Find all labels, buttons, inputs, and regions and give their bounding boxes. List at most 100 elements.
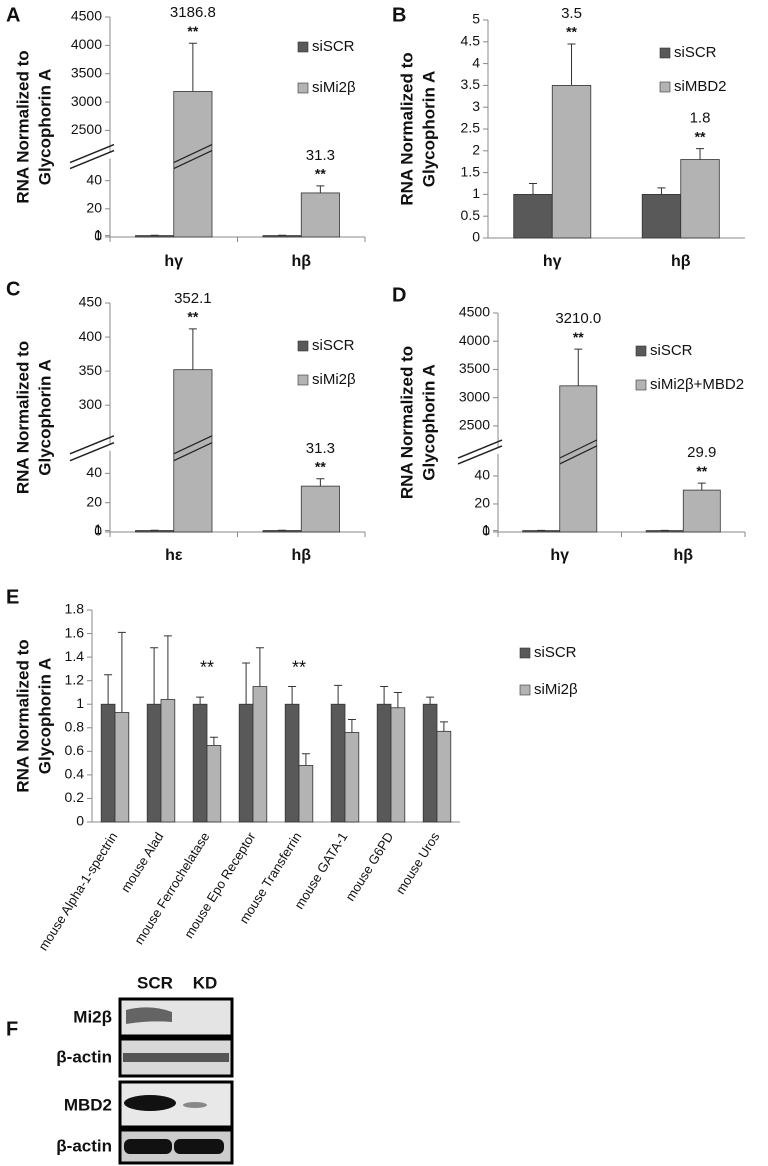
error-bar (288, 686, 297, 705)
legend-swatch (635, 379, 647, 391)
panel-label: E (6, 586, 19, 608)
bar (513, 193, 553, 239)
y-tick-label: 20 (86, 200, 102, 216)
bar (330, 703, 346, 823)
legend-swatch (519, 647, 531, 659)
legend-swatch (297, 374, 309, 386)
western-blot: F SCR KD Mi2β β-actin MBD2 β-actin (6, 973, 234, 1165)
legend-label: siMi2β (312, 79, 356, 96)
y-axis-label: RNA Normalized to (13, 50, 32, 203)
blot-band (183, 1102, 207, 1108)
y-tick-label: 20 (474, 495, 490, 511)
y-tick-label: 4000 (459, 332, 490, 348)
y-tick-label: 40 (86, 171, 102, 187)
error-bar (104, 674, 113, 705)
legend-swatch (297, 82, 309, 94)
legend-label: siSCR (312, 337, 355, 354)
y-tick-label: 0.6 (65, 742, 85, 758)
axis-break (69, 435, 115, 462)
y-tick-label: 40 (86, 464, 102, 480)
y-tick-label: 0.4 (65, 766, 85, 782)
value-label: 29.9 (687, 444, 716, 461)
y-tick-label: 3.5 (461, 76, 481, 92)
x-tick-label: hβ (671, 253, 691, 270)
y-tick-label: 1 (76, 695, 84, 711)
chart-panel: B RNA Normalized to Glycophorin A 0 0.5 1 1.5 2… (392, 4, 745, 270)
legend-swatch (659, 81, 671, 93)
error-bar (528, 183, 537, 195)
x-tick-label: hγ (543, 253, 562, 270)
error-bar (163, 635, 172, 700)
error-bar (657, 187, 666, 195)
y-tick-label: 1.8 (65, 601, 85, 617)
y-tick-label: 2.5 (461, 120, 481, 136)
significance: ** (200, 658, 214, 678)
bar (641, 193, 682, 239)
y-axis-label: RNA Normalized to (397, 52, 416, 205)
error-bar (334, 684, 343, 705)
y-tick-label: 400 (79, 328, 103, 344)
blot-band (124, 1095, 176, 1111)
lane-label: SCR (137, 973, 173, 992)
chart-panel: A RNA Normalized to Glycophorin A 01 20 40 250… (6, 4, 366, 270)
chart-panel: C RNA Normalized to Glycophorin A 01 20 40 300… (6, 278, 366, 564)
y-tick-label: 1.2 (65, 671, 85, 687)
y-axis-label: Glycophorin A (419, 71, 438, 188)
value-label: 31.3 (306, 440, 335, 457)
value-label: 3186.8 (170, 4, 216, 21)
y-tick-label: 350 (79, 362, 103, 378)
y-tick-label: 3000 (71, 93, 102, 109)
bar (100, 703, 116, 823)
error-bar (150, 647, 159, 705)
significance: ** (315, 166, 326, 182)
significance: ** (315, 459, 326, 475)
x-tick-label: hγ (550, 547, 569, 564)
y-tick-label: 0 (94, 228, 102, 244)
significance: ** (696, 463, 707, 479)
y-tick-label: 1.5 (461, 163, 481, 179)
x-tick-label: hβ (291, 253, 311, 270)
error-bar (567, 43, 576, 86)
y-tick-label: 1 (482, 521, 490, 537)
error-bar (316, 185, 325, 193)
bar-break (173, 144, 213, 170)
y-tick-label: 300 (79, 396, 103, 412)
y-tick-label: 0 (76, 813, 84, 829)
legend-label: siMi2β+MBD2 (650, 376, 744, 393)
bar (135, 530, 175, 533)
error-bar (697, 482, 706, 491)
bar (114, 712, 130, 823)
y-tick-label: 1 (94, 521, 102, 537)
error-bar (426, 696, 435, 705)
error-bar (209, 736, 218, 746)
y-tick-label: 4.5 (461, 33, 481, 49)
blot-row-label: Mi2β (73, 1007, 112, 1026)
y-tick-label: 1 (472, 185, 480, 201)
bar (551, 85, 592, 239)
y-tick-label: 3500 (459, 360, 490, 376)
error-bar (696, 148, 705, 160)
blot-row-label: β-actin (56, 1047, 112, 1066)
value-label: 31.3 (306, 147, 335, 164)
error-bar (380, 686, 389, 705)
y-axis-label: Glycophorin A (35, 359, 54, 476)
bar (298, 765, 314, 823)
error-bar (301, 753, 310, 766)
y-tick-label: 20 (86, 493, 102, 509)
legend-label: siSCR (312, 38, 355, 55)
blot-row-label: β-actin (56, 1136, 112, 1155)
y-tick-label: 3 (472, 98, 480, 114)
y-tick-label: 40 (474, 467, 490, 483)
error-bar (347, 719, 356, 733)
error-bar (255, 647, 264, 687)
bar (238, 703, 254, 823)
error-bar (574, 348, 583, 386)
panel-label: B (392, 4, 406, 26)
x-tick-label: hβ (291, 547, 311, 564)
y-axis-label: RNA Normalized to (13, 341, 32, 494)
y-tick-label: 5 (472, 11, 480, 27)
axis-break (69, 143, 115, 170)
x-tick-label: hγ (164, 253, 183, 270)
y-tick-label: 0 (94, 523, 102, 539)
